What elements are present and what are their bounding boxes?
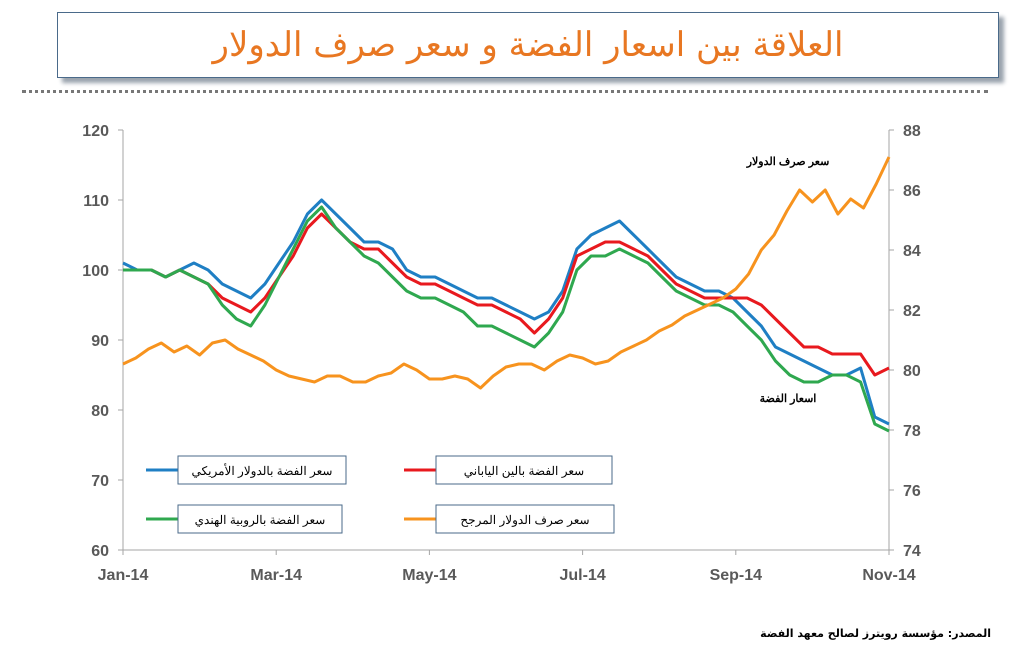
left-tick-label: 90 <box>91 333 109 350</box>
legend-box-0 <box>177 455 347 485</box>
right-tick-label: 88 <box>903 123 921 140</box>
legend-label-3: سعر صرف الدولار المرجح <box>460 513 589 527</box>
right-tick-label: 80 <box>903 363 921 380</box>
left-tick-label: 100 <box>82 263 109 280</box>
left-tick-label: 120 <box>82 123 109 140</box>
source-note: المصدر: مؤسسة رويترز لصالح معهد الفضة <box>760 627 991 640</box>
annotation-silver-prices: اسعار الفضة <box>760 393 817 405</box>
legend-label-2: سعر الفضة بالروبية الهندي <box>195 513 326 527</box>
series-line-0 <box>122 198 890 426</box>
right-tick-label: 84 <box>903 243 921 260</box>
legend-box-1 <box>435 455 613 485</box>
x-tick-label: Mar-14 <box>250 567 302 584</box>
legend-box-3 <box>435 504 615 534</box>
series-line-3 <box>122 156 891 390</box>
series-line-1 <box>123 212 890 377</box>
left-tick-label: 70 <box>91 473 109 490</box>
legend-label-0: سعر الفضة بالدولار الأمريكي <box>192 463 333 478</box>
right-tick-label: 78 <box>903 423 921 440</box>
x-tick-label: Nov-14 <box>862 567 915 584</box>
x-tick-label: Sep-14 <box>710 567 763 584</box>
left-tick-label: 110 <box>83 193 109 210</box>
left-tick-label: 60 <box>91 543 109 560</box>
annotation-usd-index: سعر صرف الدولار <box>746 156 830 168</box>
right-tick-label: 76 <box>903 483 921 500</box>
chart-title: العلاقة بين اسعار الفضة و سعر صرف الدولا… <box>212 25 844 65</box>
x-tick-label: Jul-14 <box>559 567 605 584</box>
x-tick-label: Jan-14 <box>98 567 149 584</box>
legend-label-1: سعر الفضة بالين الياباني <box>464 464 584 478</box>
left-tick-label: 80 <box>91 403 109 420</box>
series-line-2 <box>123 205 890 433</box>
x-tick-label: May-14 <box>402 567 456 584</box>
dotted-divider <box>22 90 988 93</box>
legend-box-2 <box>177 504 343 534</box>
right-tick-label: 86 <box>903 183 921 200</box>
right-tick-label: 82 <box>903 303 921 320</box>
right-tick-label: 74 <box>903 543 921 560</box>
title-box: العلاقة بين اسعار الفضة و سعر صرف الدولا… <box>57 12 999 78</box>
